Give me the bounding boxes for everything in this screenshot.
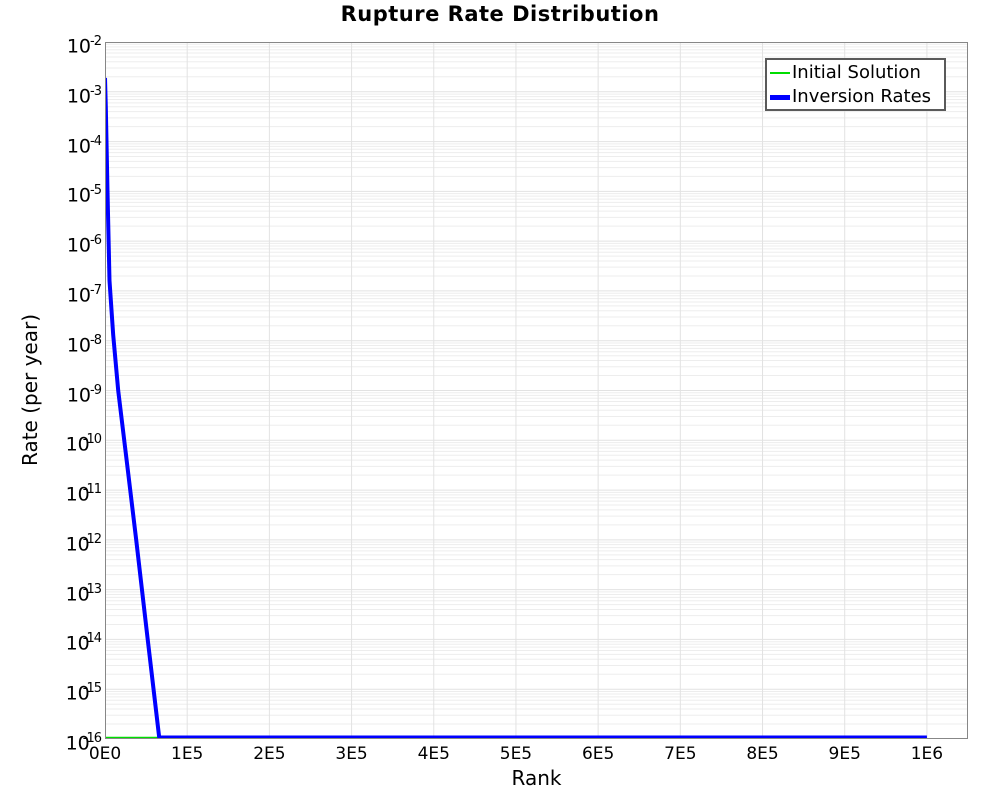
y-tick-label-1e-11: 10-11 [65,482,102,506]
x-axis-label: Rank [511,766,562,790]
x-tick-label-6E5: 6E5 [581,744,615,764]
y-tick-label-1e-8: 10-8 [66,332,102,357]
legend-line-swatch-green [770,72,790,74]
y-tick-label-1e-14: 10-14 [65,631,102,655]
chart-title: Rupture Rate Distribution [340,2,660,26]
series-line-inversion-rates [105,77,927,739]
y-tick-label-1e-4: 10-4 [66,133,102,157]
legend-entry-inversion-rates: Inversion Rates [770,85,942,109]
x-tick-label-1E5: 1E5 [171,744,204,764]
legend-line-swatch-blue [770,94,790,100]
x-tick-label-4E5: 4E5 [417,744,450,764]
legend-label-initial-solution: Initial Solution [792,62,921,83]
x-tick-label-8E5: 8E5 [746,744,779,764]
y-tick-label-1e-9: 10-9 [66,382,102,406]
legend-entry-initial-solution: Initial Solution [770,61,942,85]
y-tick-label-1e-12: 10-12 [65,531,102,556]
y-tick-label-1e-5: 10-5 [66,183,102,207]
legend-label-inversion-rates: Inversion Rates [792,86,932,107]
y-tick-label-1e-13: 10-13 [65,581,102,605]
x-tick-label-9E5: 9E5 [828,744,861,764]
x-tick-label-2E5: 2E5 [253,744,286,764]
y-tick-label-1e-3: 10-3 [66,83,102,108]
x-tick-label-1E6: 1E6 [910,744,944,764]
y-tick-label-1e-15: 10-15 [65,681,102,705]
x-tick-label-7E5: 7E5 [664,744,697,764]
plot-border [105,42,968,739]
y-tick-label-1e-16: 10-16 [65,731,102,755]
x-tick-label-5E5: 5E5 [499,744,533,764]
y-tick-label-1e-7: 10-7 [66,282,102,307]
y-tick-label-1e-2: 10-2 [66,34,102,58]
legend: Initial Solution Inversion Rates [765,58,946,111]
y-tick-label-1e-10: 10-10 [65,432,102,456]
x-tick-label-3E5: 3E5 [335,744,368,764]
y-tick-label-1e-6: 10-6 [66,233,102,257]
x-tick-label-0E0: 0E0 [88,744,122,764]
chart-canvas [105,42,968,739]
